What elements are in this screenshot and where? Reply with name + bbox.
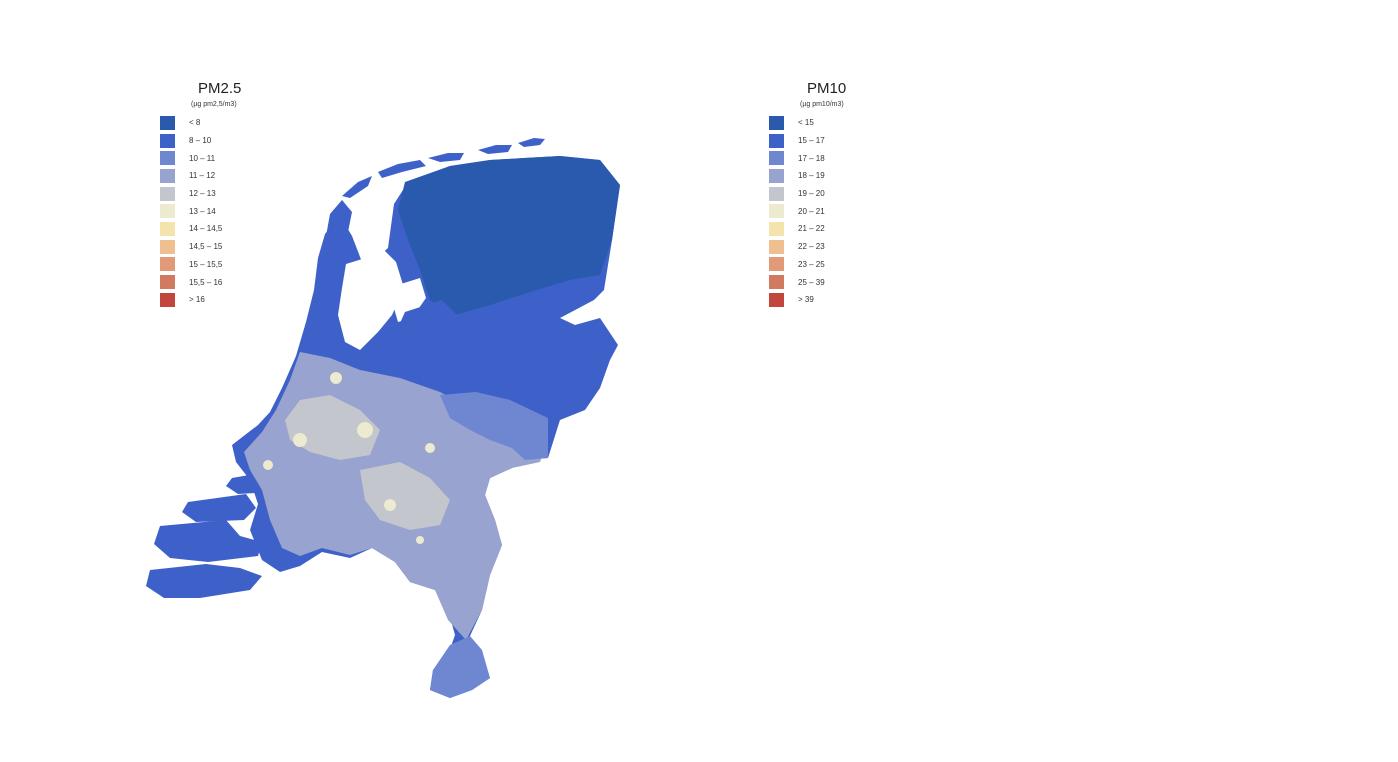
legend-label: > 16 [189, 295, 205, 305]
legend-list: < 8 8 – 10 10 – 11 11 – 12 12 – 13 13 – … [160, 114, 241, 309]
legend-label: 14,5 – 15 [189, 242, 223, 252]
legend-label: 19 – 20 [798, 189, 825, 199]
urban-hotspots [263, 372, 435, 544]
legend-item: 11 – 12 [160, 167, 241, 185]
legend-title: PM10 [807, 80, 847, 97]
legend-swatch [160, 151, 175, 166]
zone-brabant-hotspots [360, 462, 450, 530]
legend-label: 25 – 39 [798, 277, 825, 287]
legend-label: 17 – 18 [798, 153, 825, 163]
legend-label: 18 – 19 [798, 171, 825, 181]
legend-label: 10 – 11 [189, 153, 216, 163]
legend-swatch [769, 257, 784, 272]
legend-label: 21 – 22 [798, 224, 825, 234]
legend-label: 14 – 14,5 [189, 224, 223, 234]
zone-limburg [430, 636, 490, 698]
map-panel-pm10: PM10 (µg pm10/m3) < 15 15 – 17 17 – 18 1… [699, 0, 1398, 762]
legend-swatch [160, 133, 175, 148]
legend-label: 15 – 17 [798, 136, 825, 146]
legend-label: 12 – 13 [189, 189, 216, 199]
legend-label: 23 – 25 [798, 259, 825, 269]
legend-swatch [160, 275, 175, 290]
legend-item: 14 – 14,5 [160, 220, 241, 238]
legend-label: < 15 [798, 118, 814, 128]
legend-list: < 15 15 – 17 17 – 18 18 – 19 19 – 20 20 … [769, 114, 846, 309]
legend-item: 19 – 20 [769, 185, 846, 203]
legend-swatch [769, 204, 784, 219]
zone-coast-hotspots [285, 395, 380, 460]
legend-swatch [769, 292, 784, 307]
legend-item: 21 – 22 [769, 220, 846, 238]
legend-swatch [160, 115, 175, 130]
concentration-zones [244, 156, 620, 698]
map-panel-pm25: PM2.5 (µg pm2,5/m3) < 8 8 – 10 10 – 11 1… [146, 80, 620, 698]
legend-swatch [160, 186, 175, 201]
legend-swatch [769, 239, 784, 254]
legend-item: 12 – 13 [160, 185, 241, 203]
legend-label: 11 – 12 [189, 171, 216, 181]
legend-item: 8 – 10 [160, 132, 241, 150]
legend-swatch [769, 133, 784, 148]
legend-swatch [160, 168, 175, 183]
zone-north-low [398, 156, 620, 315]
legend-item: 25 – 39 [769, 273, 846, 291]
legend-item: 15 – 17 [769, 132, 846, 150]
legend-swatch [769, 151, 784, 166]
legend-item: > 39 [769, 291, 846, 309]
legend-item: 15,5 – 16 [160, 273, 241, 291]
legend-label: 15,5 – 16 [189, 277, 223, 287]
legend-label: 22 – 23 [798, 242, 825, 252]
legend-item: 22 – 23 [769, 238, 846, 256]
legend-item: 18 – 19 [769, 167, 846, 185]
legend-item: 14,5 – 15 [160, 238, 241, 256]
legend-swatch [160, 239, 175, 254]
legend-item: < 8 [160, 114, 241, 132]
legend-swatch [769, 221, 784, 236]
legend-item: 10 – 11 [160, 149, 241, 167]
legend-label: 20 – 21 [798, 206, 825, 216]
legend-label: 15 – 15,5 [189, 259, 223, 269]
legend-swatch [769, 275, 784, 290]
legend-label: > 39 [798, 295, 814, 305]
legend-item: 20 – 21 [769, 202, 846, 220]
legend-pm25: PM2.5 (µg pm2,5/m3) < 8 8 – 10 10 – 11 1… [160, 80, 241, 309]
legend-label: 8 – 10 [189, 136, 212, 146]
legend-title: PM2.5 [198, 80, 242, 97]
legend-label: < 8 [189, 118, 201, 128]
legend-swatch [160, 292, 175, 307]
zone-mid [440, 392, 548, 460]
legend-label: 13 – 14 [189, 206, 216, 216]
legend-unit: (µg pm2,5/m3) [191, 101, 237, 108]
legend-item: 15 – 15,5 [160, 256, 241, 274]
legend-item: 17 – 18 [769, 149, 846, 167]
legend-swatch [769, 168, 784, 183]
legend-item: 13 – 14 [160, 202, 241, 220]
legend-item: < 15 [769, 114, 846, 132]
legend-item: > 16 [160, 291, 241, 309]
legend-swatch [160, 204, 175, 219]
legend-swatch [769, 186, 784, 201]
pm25-map [146, 138, 620, 698]
legend-pm10: PM10 (µg pm10/m3) < 15 15 – 17 17 – 18 1… [769, 80, 846, 309]
legend-swatch [160, 257, 175, 272]
legend-unit: (µg pm10/m3) [800, 101, 844, 108]
legend-swatch [769, 115, 784, 130]
legend-swatch [160, 221, 175, 236]
legend-item: 23 – 25 [769, 256, 846, 274]
